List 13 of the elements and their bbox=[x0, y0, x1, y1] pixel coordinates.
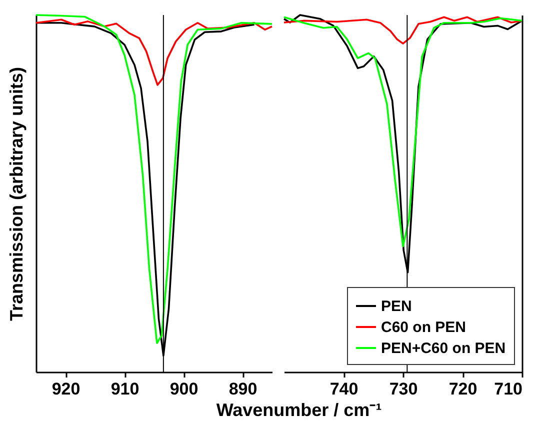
x-tick-label: 730 bbox=[389, 380, 418, 398]
x-tick-label: 910 bbox=[110, 380, 140, 398]
legend-label: C60 on PEN bbox=[381, 319, 466, 336]
x-axis-title: Wavenumber / cm⁻¹ bbox=[215, 399, 383, 421]
legend-label: PEN bbox=[381, 298, 412, 315]
x-tick-label: 720 bbox=[448, 380, 478, 398]
y-axis-title: Transmission (arbitrary units) bbox=[6, 66, 26, 322]
x-tick-label: 710 bbox=[494, 380, 522, 398]
legend-label: PEN+C60 on PEN bbox=[381, 340, 506, 357]
x-tick-label: 920 bbox=[52, 380, 80, 398]
x-tick-label: 740 bbox=[330, 380, 358, 398]
x-tick-label: 890 bbox=[228, 380, 258, 398]
x-tick-label: 900 bbox=[170, 380, 198, 398]
